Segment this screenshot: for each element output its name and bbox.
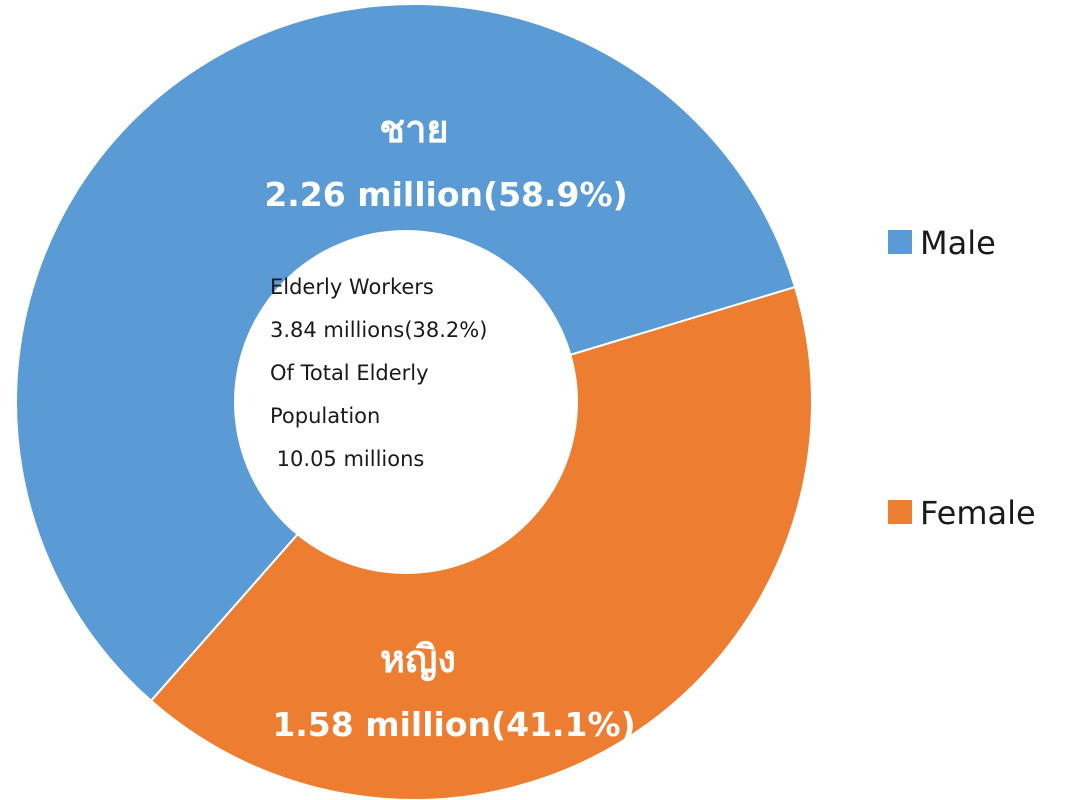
legend-item-female: Female xyxy=(888,494,1036,532)
female-thai-label: หญิง xyxy=(380,637,456,681)
male-slice-label: ชาย 2.26 million(58.9%) xyxy=(264,107,627,214)
male-value-label: 2.26 million(58.9%) xyxy=(264,175,627,214)
legend-swatch-male xyxy=(888,230,912,254)
center-text-line-3: Of Total Elderly xyxy=(270,361,429,385)
legend-label-female: Female xyxy=(920,494,1036,532)
legend-item-male: Male xyxy=(888,224,996,262)
center-text-line-5: 10.05 millions xyxy=(270,447,424,471)
male-thai-label: ชาย xyxy=(379,107,448,151)
female-slice-label: หญิง 1.58 million(41.1%) xyxy=(272,637,635,744)
legend-swatch-female xyxy=(888,500,912,524)
center-text-line-1: Elderly Workers xyxy=(270,275,434,299)
center-text: Elderly Workers 3.84 millions(38.2%) Of … xyxy=(270,275,487,471)
female-value-label: 1.58 million(41.1%) xyxy=(272,705,635,744)
donut-hole xyxy=(234,230,578,574)
center-text-line-4: Population xyxy=(270,404,380,428)
legend-label-male: Male xyxy=(920,224,996,262)
center-text-line-2: 3.84 millions(38.2%) xyxy=(270,318,487,342)
legend: Male Female xyxy=(888,224,1036,532)
